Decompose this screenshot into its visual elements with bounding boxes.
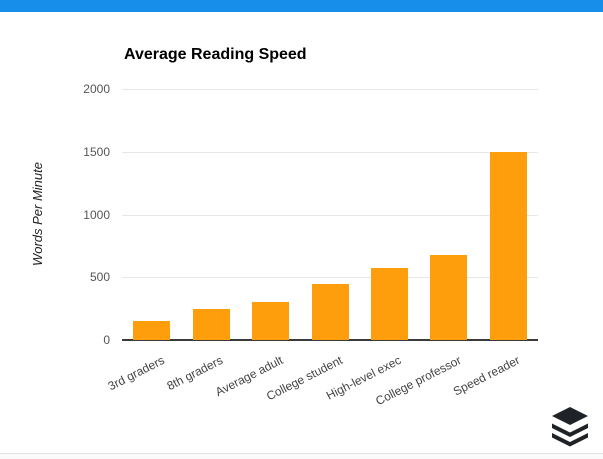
bar	[490, 152, 527, 340]
x-axis-baseline	[122, 339, 538, 341]
bar	[193, 309, 230, 340]
bar	[430, 255, 467, 340]
category-label: Speed reader	[451, 353, 523, 399]
gridline	[122, 277, 538, 278]
y-tick-label: 1500	[83, 145, 110, 159]
chart-title: Average Reading Speed	[124, 46, 307, 63]
page-bottom-rule	[0, 453, 603, 459]
y-tick-label: 0	[103, 333, 110, 347]
bar	[312, 284, 349, 340]
category-label: 3rd graders	[105, 353, 167, 394]
y-tick-label: 2000	[83, 82, 110, 96]
bar	[371, 268, 408, 340]
y-tick-label: 500	[89, 270, 110, 284]
top-accent-bar	[0, 0, 603, 12]
bar	[252, 302, 289, 340]
gridline	[122, 89, 538, 90]
gridline	[122, 215, 538, 216]
y-tick-label: 1000	[83, 208, 110, 222]
y-axis-tick-labels: 0 500 1000 1500 2000	[0, 82, 110, 347]
x-axis-category-labels: 3rd graders 8th graders Average adult Colle…	[105, 340, 538, 410]
bar	[133, 321, 170, 340]
gridline	[122, 152, 538, 153]
plot-area	[122, 89, 538, 341]
buffer-logo-icon[interactable]	[550, 406, 590, 448]
